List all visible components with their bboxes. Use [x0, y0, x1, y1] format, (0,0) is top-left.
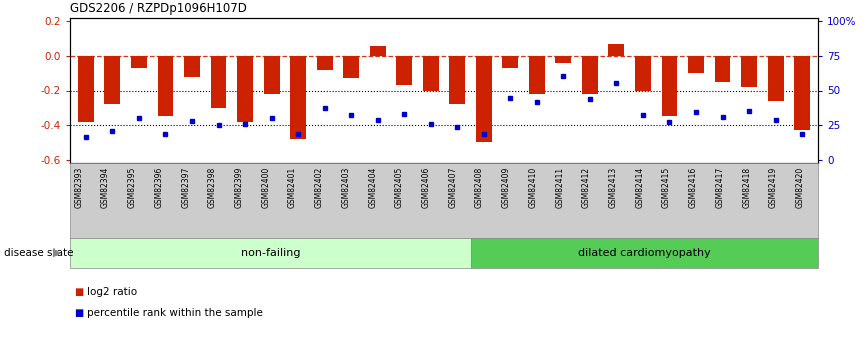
Text: GSM82401: GSM82401	[288, 166, 297, 208]
Text: ■: ■	[74, 308, 84, 318]
Bar	[635, 56, 651, 90]
Bar	[582, 56, 598, 94]
Bar	[263, 56, 280, 94]
Text: GSM82410: GSM82410	[528, 166, 538, 208]
Text: GSM82396: GSM82396	[154, 166, 164, 208]
Text: GSM82413: GSM82413	[609, 166, 617, 208]
Bar	[688, 56, 704, 73]
Text: GSM82418: GSM82418	[742, 166, 751, 208]
Text: GSM82414: GSM82414	[636, 166, 644, 208]
Text: GSM82409: GSM82409	[501, 166, 511, 208]
Text: GSM82412: GSM82412	[582, 166, 591, 208]
Bar	[662, 56, 677, 116]
Text: GSM82411: GSM82411	[555, 166, 565, 208]
Text: GSM82402: GSM82402	[314, 166, 324, 208]
Text: GSM82397: GSM82397	[181, 166, 191, 208]
Text: GSM82407: GSM82407	[449, 166, 457, 208]
Text: GSM82405: GSM82405	[395, 166, 404, 208]
Text: GSM82406: GSM82406	[422, 166, 430, 208]
Bar	[555, 56, 572, 63]
Bar	[767, 56, 784, 101]
Bar	[423, 56, 439, 90]
Bar	[449, 56, 465, 104]
Text: GSM82395: GSM82395	[128, 166, 137, 208]
Text: GSM82404: GSM82404	[368, 166, 378, 208]
Text: disease state: disease state	[4, 248, 74, 258]
Bar	[105, 56, 120, 104]
Text: ▶: ▶	[53, 248, 61, 258]
Text: GSM82403: GSM82403	[341, 166, 351, 208]
Bar	[184, 56, 200, 77]
Text: dilated cardiomyopathy: dilated cardiomyopathy	[578, 248, 711, 258]
Text: GSM82398: GSM82398	[208, 166, 216, 208]
Bar	[502, 56, 518, 68]
Bar	[210, 56, 227, 108]
Text: log2 ratio: log2 ratio	[87, 287, 138, 297]
Text: GSM82393: GSM82393	[74, 166, 83, 208]
Text: GSM82400: GSM82400	[262, 166, 270, 208]
Text: GSM82408: GSM82408	[475, 166, 484, 208]
Text: non-failing: non-failing	[241, 248, 301, 258]
Bar	[158, 56, 173, 116]
Text: GSM82394: GSM82394	[101, 166, 110, 208]
Bar	[529, 56, 545, 94]
Bar	[609, 44, 624, 56]
Bar	[317, 56, 333, 70]
Bar	[131, 56, 147, 68]
Bar	[475, 56, 492, 142]
Text: GSM82399: GSM82399	[235, 166, 243, 208]
Text: GSM82415: GSM82415	[662, 166, 671, 208]
Text: GSM82417: GSM82417	[715, 166, 725, 208]
Bar	[343, 56, 359, 78]
Text: GSM82420: GSM82420	[796, 166, 805, 208]
Bar	[290, 56, 306, 139]
Text: GSM82416: GSM82416	[688, 166, 698, 208]
Bar	[370, 46, 385, 56]
Text: GSM82419: GSM82419	[769, 166, 778, 208]
Bar	[237, 56, 253, 121]
Bar	[794, 56, 810, 130]
Text: ■: ■	[74, 287, 84, 297]
Text: GDS2206 / RZPDp1096H107D: GDS2206 / RZPDp1096H107D	[70, 1, 247, 14]
Text: percentile rank within the sample: percentile rank within the sample	[87, 308, 263, 318]
Bar	[741, 56, 757, 87]
Bar	[397, 56, 412, 85]
Bar	[714, 56, 730, 82]
Bar	[78, 56, 94, 121]
